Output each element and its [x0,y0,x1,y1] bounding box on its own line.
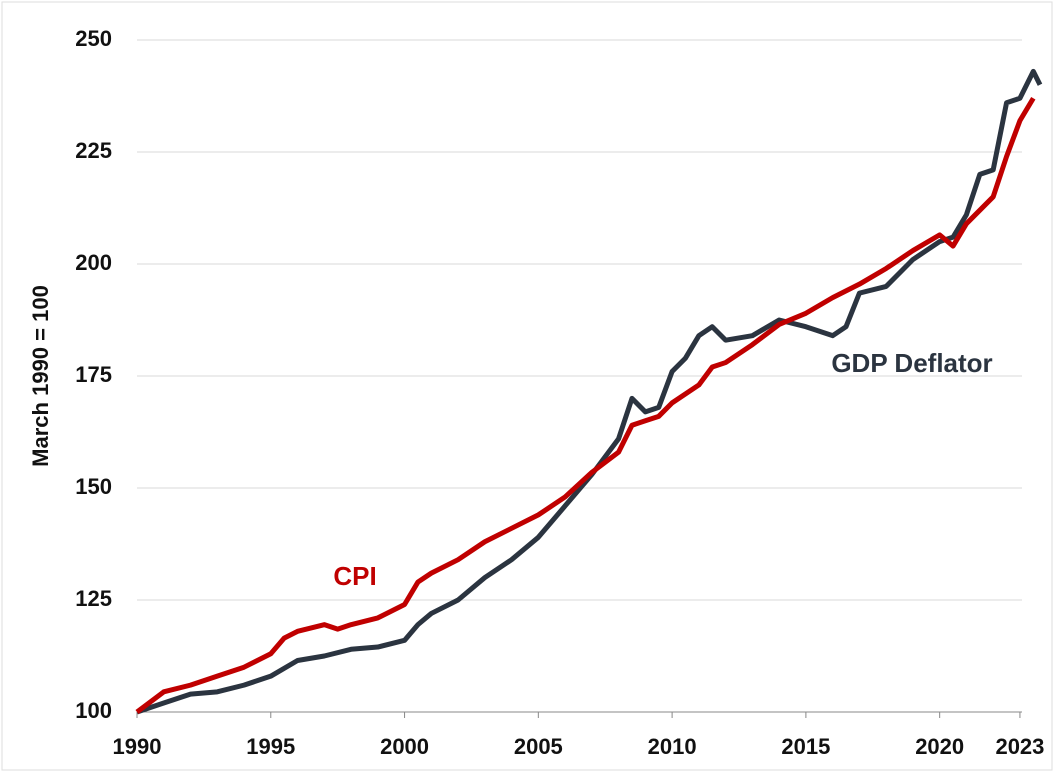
y-tick-label: 200 [75,250,112,275]
x-tick-label: 2020 [915,734,964,759]
y-tick-label: 100 [75,698,112,723]
x-tick-label: 2005 [514,734,563,759]
x-tick-label: 1995 [246,734,295,759]
y-axis-label: March 1990 = 100 [28,285,53,467]
y-tick-label: 150 [75,474,112,499]
y-tick-label: 250 [75,26,112,51]
y-tick-label: 225 [75,138,112,163]
y-tick-label: 125 [75,586,112,611]
annotation: GDP Deflator [831,348,992,378]
y-tick-label: 175 [75,362,112,387]
x-tick-label: 2000 [380,734,429,759]
x-tick-label: 2023 [995,734,1044,759]
line-series [135,96,1036,714]
x-tick-label: 1990 [113,734,162,759]
annotation: CPI [333,561,376,591]
line-series [136,68,1043,715]
x-tick-label: 2015 [781,734,830,759]
x-tick-label: 2010 [648,734,697,759]
